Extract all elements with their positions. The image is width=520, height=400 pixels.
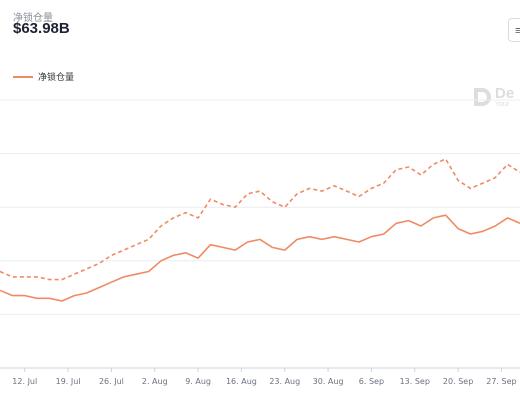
x-tick-label-2: 26. Jul bbox=[99, 377, 124, 386]
x-tick-label-7: 30. Aug bbox=[313, 377, 344, 386]
tvl-value: $63.98B bbox=[13, 20, 70, 37]
x-tick-label-6: 23. Aug bbox=[269, 377, 300, 386]
x-tick-label-8: 6. Sep bbox=[359, 377, 384, 386]
watermark-title: De bbox=[495, 85, 515, 102]
legend-entry-label: 净锁仓量 bbox=[38, 72, 75, 82]
x-tick-label-9: 13. Sep bbox=[400, 377, 430, 386]
x-tick-label-1: 19. Jul bbox=[56, 377, 81, 386]
chart-menu-button[interactable]: ≡ bbox=[508, 18, 520, 42]
legend[interactable]: 净锁仓量 bbox=[13, 70, 74, 83]
legend-swatch bbox=[13, 75, 33, 78]
watermark-text: De Your bbox=[495, 86, 514, 108]
series-line-dashed bbox=[0, 158, 520, 281]
tvl-label: 净锁仓量 bbox=[13, 13, 53, 24]
x-tick-label-4: 9. Aug bbox=[185, 377, 211, 386]
x-tick-label-11: 27. Sep bbox=[486, 377, 516, 386]
x-tick-label-10: 20. Sep bbox=[443, 377, 473, 386]
x-tick-label-3: 2. Aug bbox=[142, 377, 168, 386]
x-tick-label-0: 12. Jul bbox=[12, 377, 37, 386]
watermark-subtitle: Your bbox=[495, 101, 510, 108]
series-line-solid bbox=[0, 214, 520, 302]
x-tick-label-5: 16. Aug bbox=[226, 377, 257, 386]
